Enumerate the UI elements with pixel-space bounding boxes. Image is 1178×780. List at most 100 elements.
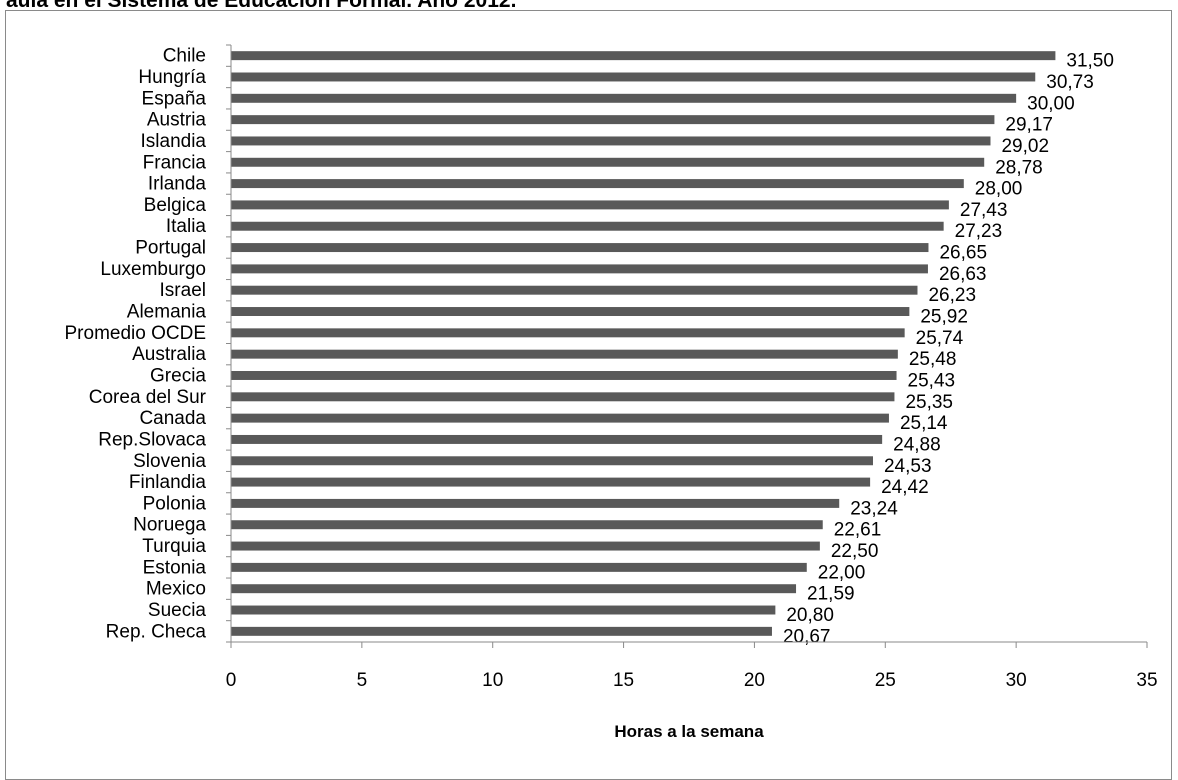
- value-labels-group: 31,5030,7330,0029,1729,0228,7828,0027,43…: [783, 51, 1114, 648]
- bar: [231, 72, 1036, 82]
- value-label: 25,48: [909, 349, 957, 370]
- value-label: 23,24: [850, 498, 898, 519]
- bar: [231, 307, 910, 316]
- category-label: España: [142, 88, 207, 109]
- category-label: Canada: [139, 408, 206, 429]
- category-label: Estonia: [143, 557, 207, 578]
- bar: [231, 264, 928, 274]
- category-label: Corea del Sur: [89, 387, 207, 408]
- category-label: Italia: [166, 216, 207, 237]
- bar: [231, 456, 873, 466]
- value-label: 20,67: [783, 626, 831, 647]
- value-label: 25,43: [908, 370, 956, 391]
- tick-labels-group: 0 5 10 15 20 25 30 35: [226, 670, 1158, 691]
- value-label: 29,17: [1005, 115, 1053, 136]
- value-label: 26,63: [939, 264, 987, 285]
- x-tick-label: 0: [226, 670, 237, 691]
- bar: [231, 434, 883, 444]
- category-label: Hungría: [138, 67, 206, 88]
- value-label: 27,23: [955, 221, 1003, 242]
- value-label: 24,88: [893, 434, 941, 455]
- bar: [231, 371, 897, 380]
- bar: [231, 221, 944, 231]
- value-label: 30,73: [1046, 72, 1094, 93]
- axes-group: [226, 44, 1148, 648]
- value-label: 26,65: [939, 243, 987, 264]
- value-label: 22,00: [818, 562, 866, 583]
- category-label: Mexico: [146, 579, 206, 600]
- bar: [231, 562, 807, 572]
- value-label: 22,50: [831, 541, 879, 562]
- bar: [231, 328, 905, 338]
- value-label: 31,50: [1066, 51, 1114, 72]
- bar: [231, 136, 991, 146]
- category-label: Irlanda: [148, 174, 207, 195]
- bar: [231, 498, 840, 508]
- x-tick-label: 10: [482, 670, 503, 691]
- x-tick-label: 15: [613, 670, 634, 691]
- chart-title-partial: aula en el Sistema de Educación Formal. …: [6, 0, 517, 12]
- category-label: Polonia: [143, 493, 207, 514]
- value-label: 28,78: [995, 157, 1043, 178]
- category-label: Chile: [163, 46, 206, 67]
- category-label: Rep. Checa: [106, 621, 207, 642]
- category-label: Luxemburgo: [100, 259, 206, 280]
- x-tick-label: 5: [357, 670, 368, 691]
- value-label: 24,53: [884, 456, 932, 477]
- bar: [231, 626, 772, 636]
- value-label: 26,23: [928, 285, 976, 306]
- category-label: Australia: [132, 344, 206, 365]
- category-label: Israel: [160, 280, 206, 301]
- category-label: Islandia: [141, 131, 207, 152]
- value-label: 29,02: [1001, 136, 1049, 157]
- value-label: 28,00: [975, 179, 1023, 200]
- bar: [231, 520, 823, 530]
- bar: [231, 477, 871, 487]
- category-label: Noruega: [133, 515, 206, 536]
- bar: [231, 413, 889, 423]
- bar: [231, 392, 895, 402]
- bar: [231, 584, 797, 594]
- value-label: 25,14: [900, 413, 948, 434]
- x-tick-label: 25: [875, 670, 896, 691]
- bar: [231, 349, 898, 359]
- category-label: Rep.Slovaca: [98, 429, 206, 450]
- value-label: 22,61: [834, 520, 882, 541]
- category-label: Slovenia: [133, 451, 206, 472]
- category-label: Francia: [143, 152, 207, 173]
- bar: [231, 605, 776, 615]
- category-label: Suecia: [148, 600, 207, 621]
- bar: [231, 243, 929, 253]
- value-label: 25,35: [905, 392, 953, 413]
- category-label: Portugal: [135, 238, 206, 259]
- x-axis-label: Horas a la semana: [614, 722, 764, 741]
- category-label: Grecia: [150, 365, 206, 386]
- value-label: 24,42: [881, 477, 929, 498]
- category-label: Turquia: [142, 536, 206, 557]
- category-label: Alemania: [127, 302, 207, 323]
- category-label: Promedio OCDE: [65, 323, 207, 344]
- bar: [231, 115, 995, 125]
- category-label: Belgica: [144, 195, 207, 216]
- value-label: 27,43: [960, 200, 1008, 221]
- value-label: 30,00: [1027, 93, 1075, 114]
- bar: [231, 93, 1017, 103]
- category-labels-group: ChileHungríaEspañaAustriaIslandiaFrancia…: [65, 46, 207, 643]
- bar: [231, 285, 918, 295]
- value-label: 25,74: [916, 328, 964, 349]
- x-tick-label: 30: [1006, 670, 1027, 691]
- bar: [231, 200, 949, 210]
- bars-group: [231, 51, 1056, 636]
- bar: [231, 541, 820, 551]
- value-label: 21,59: [807, 584, 855, 605]
- bar: [231, 179, 964, 189]
- x-tick-label: 20: [744, 670, 765, 691]
- bar: [231, 157, 985, 167]
- category-label: Austria: [147, 110, 207, 131]
- x-tick-label: 35: [1136, 670, 1157, 691]
- category-label: Finlandia: [129, 472, 207, 493]
- bar: [231, 51, 1056, 61]
- value-label: 20,80: [786, 605, 834, 626]
- value-label: 25,92: [920, 307, 968, 328]
